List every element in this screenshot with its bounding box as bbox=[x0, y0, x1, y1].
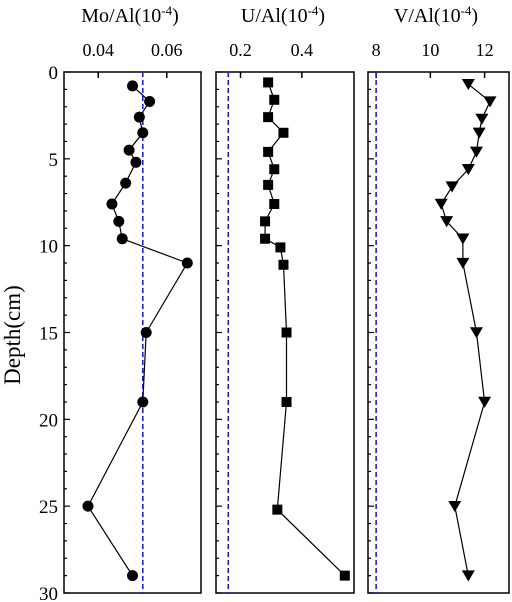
u-al-x-tick-label: 0.4 bbox=[291, 40, 314, 60]
v-al-frame bbox=[367, 71, 510, 594]
u-al-data-point bbox=[281, 327, 292, 338]
u-al-data-point bbox=[269, 94, 280, 105]
v-al-data-point bbox=[456, 257, 470, 269]
u-al-data-point bbox=[281, 396, 292, 407]
mo-al-data-point bbox=[106, 198, 118, 210]
depth-axis-label: Depth(cm) bbox=[0, 285, 25, 385]
depth-tick-label: 20 bbox=[39, 410, 58, 431]
mo-al-data-point bbox=[140, 327, 152, 338]
mo-al-data-point bbox=[133, 111, 145, 123]
u-al-data-point bbox=[278, 127, 289, 138]
v-al-data-point bbox=[456, 233, 470, 245]
mo-al-data-point bbox=[116, 233, 128, 245]
mo-al-x-tick-label: 0.06 bbox=[151, 40, 183, 60]
v-al-data-point bbox=[469, 327, 483, 339]
depth-tick-label: 5 bbox=[49, 150, 59, 171]
depth-tick-label: 30 bbox=[39, 584, 58, 602]
u-al-x-ticks: 0.2 0.4 bbox=[229, 40, 313, 78]
v-al-x-tick-label: 10 bbox=[421, 40, 439, 60]
u-al-data-point bbox=[278, 259, 289, 270]
mo-al-data-point bbox=[127, 80, 138, 92]
v-al-data-point bbox=[445, 181, 459, 193]
v-al-x-tick-label: 8 bbox=[372, 40, 381, 60]
u-al-title: U/Al(10-4) bbox=[241, 3, 325, 28]
mo-al-x-tick-label: 0.04 bbox=[83, 40, 115, 60]
v-al-title: V/Al(10-4) bbox=[394, 3, 478, 28]
u-al-panel: U/Al(10-4) 0.2 0.4 bbox=[215, 3, 355, 594]
depth-tick-label: 25 bbox=[39, 497, 58, 518]
v-al-points bbox=[434, 78, 497, 582]
v-al-data-point bbox=[448, 500, 462, 513]
u-al-x-tick-label: 0.2 bbox=[229, 40, 252, 60]
u-al-data-point bbox=[272, 504, 283, 515]
mo-al-data-point bbox=[130, 156, 142, 168]
mo-al-y-ticks: 0 5 10 15 20 25 30 bbox=[39, 63, 70, 602]
u-al-data-point bbox=[275, 242, 286, 253]
v-al-data-point bbox=[478, 396, 492, 408]
depth-tick-label: 0 bbox=[49, 63, 59, 84]
mo-al-data-point bbox=[137, 127, 149, 139]
v-al-panel: V/Al(10-4) 8 10 12 bbox=[367, 3, 510, 594]
mo-al-title: Mo/Al(10-4) bbox=[81, 3, 179, 28]
u-al-points bbox=[260, 77, 350, 581]
u-al-data-point bbox=[263, 112, 274, 123]
v-al-data-point bbox=[475, 113, 489, 125]
u-al-data-point bbox=[263, 77, 274, 88]
u-al-y-ticks bbox=[216, 71, 222, 594]
v-al-data-point bbox=[461, 570, 475, 582]
v-al-data-point bbox=[434, 198, 448, 210]
mo-al-x-ticks: 0.04 0.06 bbox=[83, 40, 183, 78]
u-al-data-point bbox=[269, 198, 280, 209]
mo-al-data-point bbox=[113, 215, 125, 227]
v-al-data-point bbox=[461, 78, 475, 91]
u-al-data-point bbox=[260, 216, 271, 227]
u-al-series-line bbox=[264, 82, 346, 577]
u-al-data-point bbox=[263, 146, 274, 157]
v-al-series-line bbox=[440, 83, 491, 576]
u-al-data-point bbox=[260, 233, 271, 244]
v-al-x-tick-label: 12 bbox=[476, 40, 494, 60]
v-al-x-ticks: 8 10 12 bbox=[372, 40, 494, 78]
mo-al-data-point bbox=[137, 396, 149, 408]
mo-al-panel: Mo/Al(10-4) 0.04 0.06 0 5 10 15 20 25 30 bbox=[39, 3, 202, 602]
mo-al-data-point bbox=[120, 177, 132, 189]
mo-al-data-point bbox=[181, 257, 193, 269]
u-al-data-point bbox=[269, 164, 280, 175]
u-al-data-point bbox=[339, 570, 350, 581]
depth-tick-label: 10 bbox=[39, 237, 58, 258]
v-al-data-point bbox=[483, 96, 497, 108]
v-al-y-ticks bbox=[368, 71, 374, 594]
depth-tick-label: 15 bbox=[39, 324, 58, 345]
v-al-data-point bbox=[469, 146, 483, 158]
mo-al-data-point bbox=[127, 570, 138, 582]
mo-al-data-point bbox=[123, 144, 135, 156]
v-al-data-point bbox=[472, 127, 486, 139]
u-al-data-point bbox=[263, 179, 274, 190]
mo-al-data-point bbox=[82, 500, 94, 512]
mo-al-points bbox=[82, 80, 193, 582]
v-al-data-point bbox=[440, 216, 454, 228]
v-al-data-point bbox=[461, 164, 475, 176]
mo-al-data-point bbox=[144, 96, 156, 108]
